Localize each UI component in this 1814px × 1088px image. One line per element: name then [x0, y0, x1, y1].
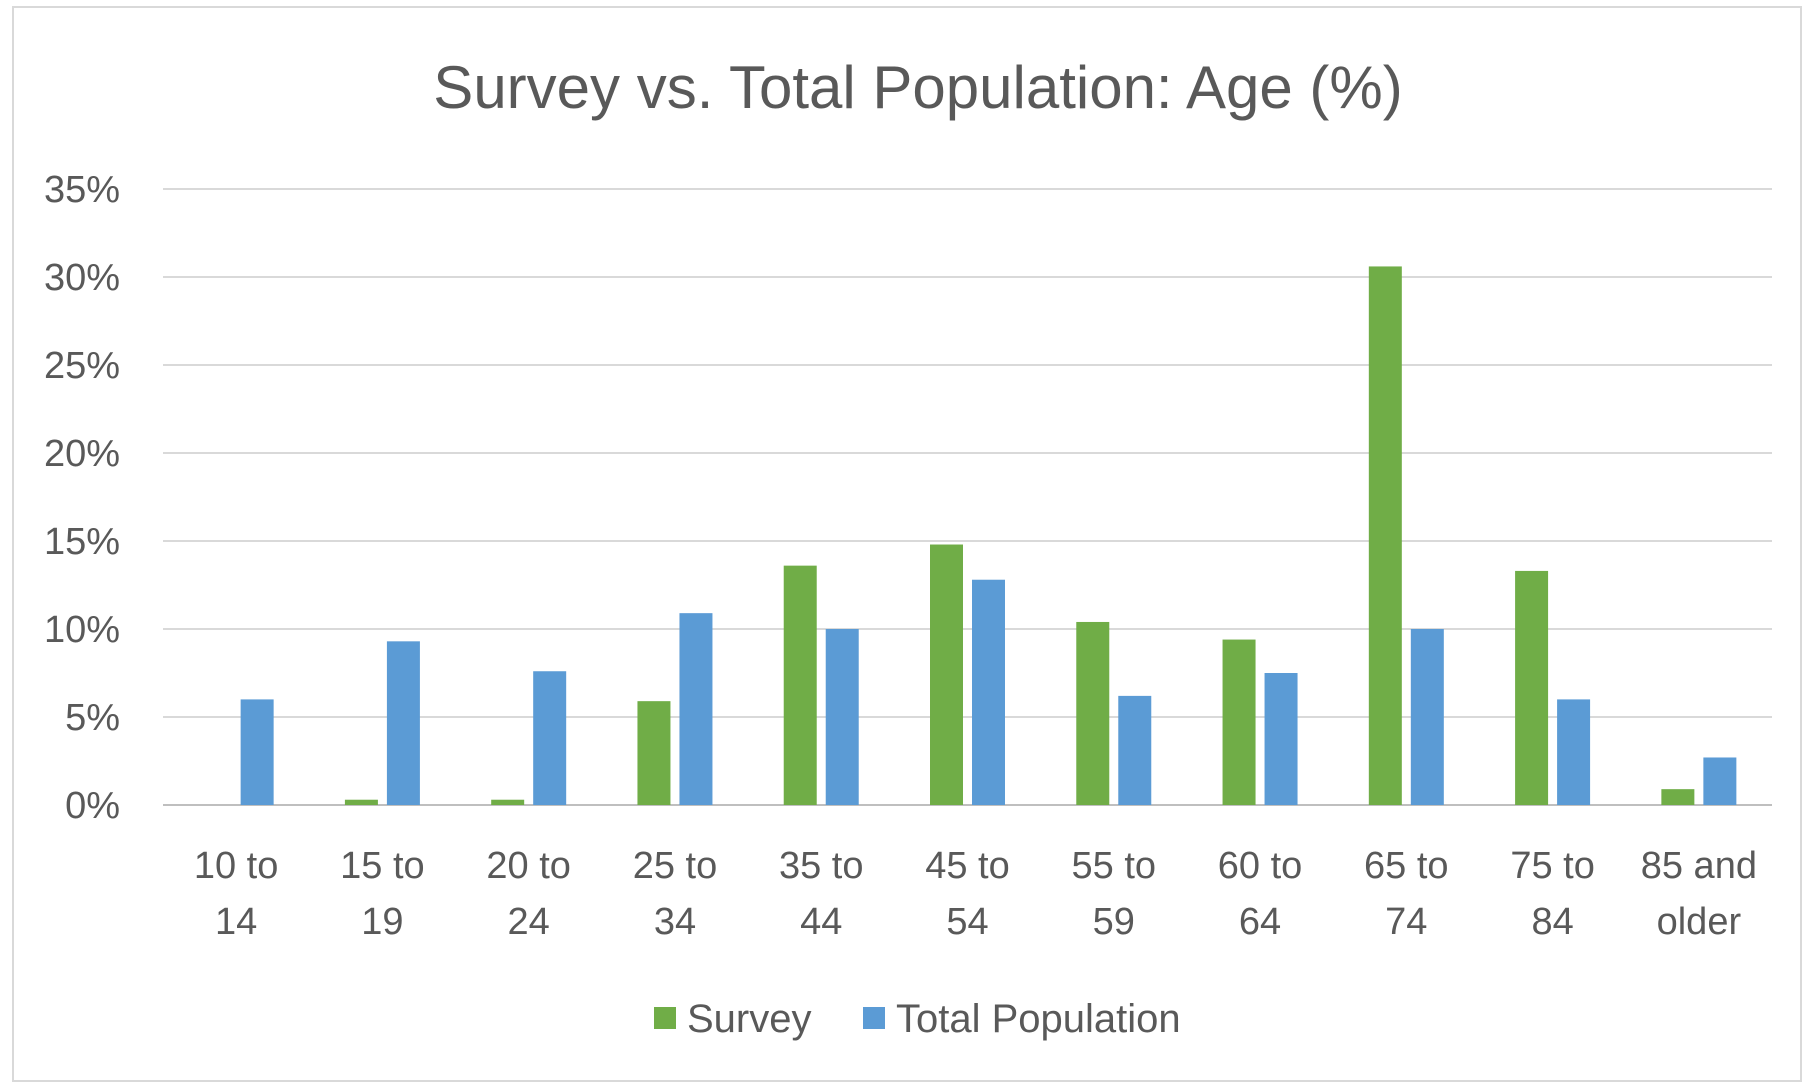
legend-label: Total Population — [896, 997, 1181, 1041]
x-category-label: 74 — [1385, 901, 1427, 943]
y-tick-label: 0% — [65, 785, 120, 827]
bar-survey — [930, 544, 963, 805]
x-category-label: 64 — [1239, 901, 1281, 943]
bar-survey — [1222, 639, 1256, 805]
bar-total-population — [825, 629, 859, 805]
bars — [240, 266, 1737, 805]
x-category-label: 45 to — [925, 845, 1010, 887]
bar-survey — [1076, 621, 1110, 805]
y-tick-label: 5% — [65, 697, 120, 739]
y-tick-label: 15% — [44, 521, 120, 563]
bar-total-population — [1557, 699, 1591, 805]
x-category-label: 59 — [1093, 901, 1135, 943]
bar-total-population — [972, 579, 1005, 805]
x-category-label: 35 to — [779, 845, 864, 887]
x-category-label: 24 — [508, 901, 550, 943]
bar-survey — [491, 799, 525, 805]
legend-swatch — [654, 1007, 676, 1029]
bar-total-population — [533, 671, 567, 805]
bar-survey — [1661, 789, 1695, 805]
x-category-label: 14 — [215, 901, 257, 943]
gridlines — [163, 188, 1772, 806]
x-category-label: 44 — [800, 901, 842, 943]
x-category-label: 84 — [1531, 901, 1573, 943]
bar-total-population — [1410, 629, 1444, 805]
bar-total-population — [240, 699, 274, 805]
bar-survey — [1515, 570, 1549, 805]
x-axis-category-labels: 10 to 14 15 to 19 20 to 24 25 to 34 35 to 44 45 to… — [194, 845, 1757, 943]
y-axis-tick-labels: 0% 5% 10% 15% 20% 25% 30% 35% — [44, 169, 120, 827]
x-category-label: 54 — [946, 901, 988, 943]
x-category-label: 20 to — [486, 845, 571, 887]
bar-survey — [783, 565, 817, 805]
x-category-label: 75 to — [1510, 845, 1595, 887]
y-tick-label: 20% — [44, 433, 120, 475]
bar-total-population — [1703, 757, 1737, 805]
x-category-label: 19 — [361, 901, 403, 943]
chart-frame — [12, 6, 1802, 1082]
bar-total-population — [679, 613, 713, 805]
x-category-label: 25 to — [633, 845, 718, 887]
y-tick-label: 10% — [44, 609, 120, 651]
bar-survey — [344, 799, 378, 805]
y-tick-label: 30% — [44, 257, 120, 299]
x-category-label: 55 to — [1072, 845, 1157, 887]
x-category-label: 85 and — [1641, 845, 1757, 887]
bar-total-population — [386, 641, 420, 805]
x-category-label: 34 — [654, 901, 696, 943]
x-category-label: 60 to — [1218, 845, 1303, 887]
bar-total-population — [1264, 673, 1298, 805]
x-category-label: 65 to — [1364, 845, 1449, 887]
y-tick-label: 35% — [44, 169, 120, 211]
legend-swatch — [863, 1007, 885, 1029]
bar-total-population — [1118, 695, 1152, 805]
legend: Survey Total Population — [654, 997, 1181, 1041]
x-category-label: 10 to — [194, 845, 279, 887]
x-category-label: older — [1657, 901, 1742, 943]
chart-title: Survey vs. Total Population: Age (%) — [433, 54, 1402, 121]
legend-label: Survey — [687, 997, 812, 1041]
x-category-label: 15 to — [340, 845, 425, 887]
y-tick-label: 25% — [44, 345, 120, 387]
bar-survey — [637, 701, 671, 805]
bar-survey — [1368, 266, 1402, 805]
